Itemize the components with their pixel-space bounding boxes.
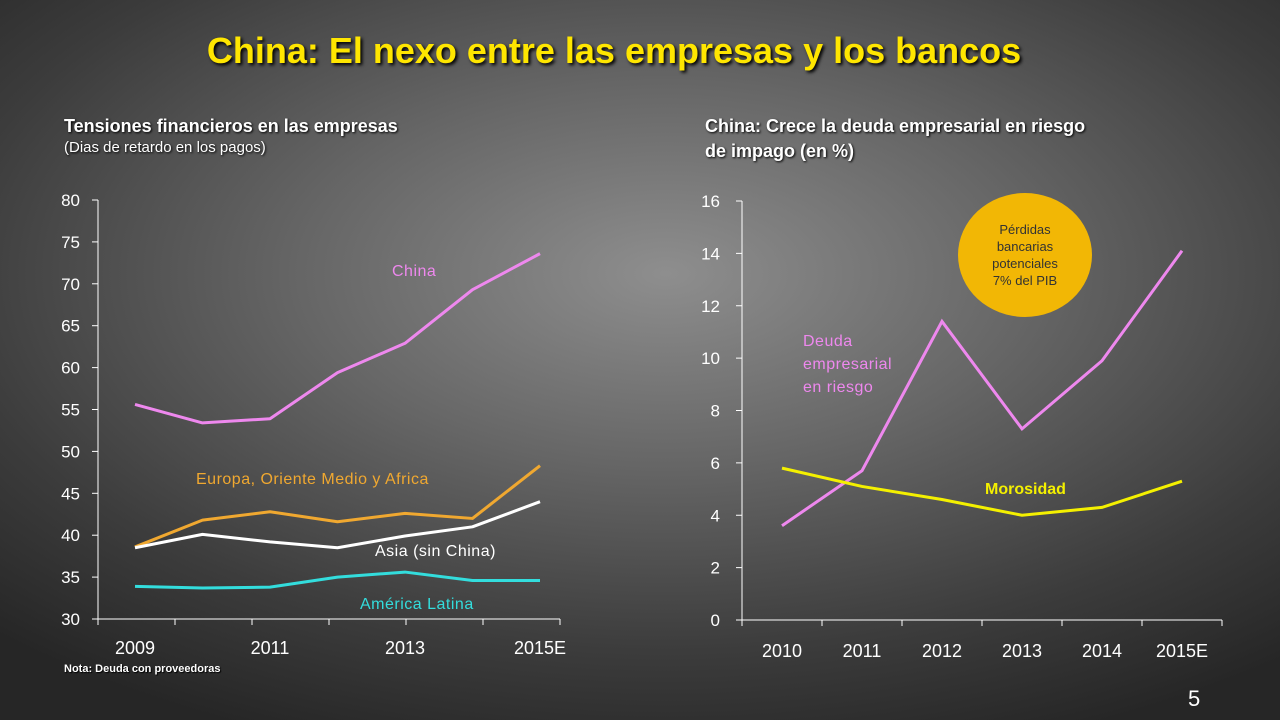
bubble-line: bancarias <box>996 239 1054 254</box>
series-line <box>134 570 540 590</box>
y-tick-label: 55 <box>61 401 80 420</box>
y-tick-label: 60 <box>61 359 80 378</box>
right-chart-title-line2: de impago (en %) <box>705 141 855 161</box>
x-tick-label: 2015E <box>1156 641 1208 661</box>
series-label: Asia (sin China) <box>375 543 496 560</box>
series-line <box>134 252 541 425</box>
page-title: China: El nexo entre las empresas y los … <box>206 30 1022 71</box>
y-tick-label: 12 <box>701 297 720 316</box>
y-tick-label: 80 <box>61 191 80 210</box>
y-tick-label: 14 <box>701 244 720 263</box>
series-line <box>134 500 541 550</box>
x-tick-label: 2013 <box>1002 641 1042 661</box>
series-label: Europa, Oriente Medio y Africa <box>196 471 429 488</box>
y-tick-label: 35 <box>61 568 80 587</box>
x-tick-label: 2009 <box>115 638 155 658</box>
y-tick-label: 8 <box>711 402 720 421</box>
x-tick-label: 2012 <box>922 641 962 661</box>
y-tick-label: 2 <box>711 559 720 578</box>
series-label: China <box>392 263 436 280</box>
left-chart-heading: Tensiones financieros en las empresas (D… <box>64 114 398 157</box>
left-chart-subtitle: (Dias de retardo en los pagos) <box>64 139 266 156</box>
y-tick-label: 30 <box>61 610 80 629</box>
x-tick-label: 2013 <box>385 638 425 658</box>
series-label: Morosidad <box>985 481 1066 498</box>
footnote: Nota: Deuda con proveedoras <box>64 663 221 675</box>
series-label: Deuda empresarial en riesgo <box>803 333 892 396</box>
series-line <box>134 464 541 549</box>
y-tick-label: 45 <box>61 484 80 503</box>
slide-number: 5 <box>1188 686 1201 711</box>
y-tick-label: 16 <box>701 192 720 211</box>
y-tick-label: 70 <box>61 275 80 294</box>
right-chart-title-line1: China: Crece la deuda empresarial en rie… <box>705 116 1086 136</box>
right-chart-heading: China: Crece la deuda empresarial en rie… <box>705 114 1085 164</box>
bank-losses-bubble: Pérdidas bancarias potenciales 7% del PI… <box>958 193 1092 317</box>
y-tick-label: 6 <box>711 454 720 473</box>
y-tick-label: 40 <box>61 526 80 545</box>
y-tick-label: 50 <box>61 442 80 461</box>
x-tick-label: 2010 <box>762 641 802 661</box>
y-tick-label: 0 <box>711 611 720 630</box>
y-tick-label: 4 <box>711 506 720 525</box>
x-tick-label: 2011 <box>843 641 882 661</box>
bubble-line: Pérdidas <box>999 222 1051 237</box>
x-tick-label: 2015E <box>514 638 566 658</box>
series-line <box>781 466 1183 517</box>
y-tick-label: 75 <box>61 233 80 252</box>
x-tick-label: 2014 <box>1082 641 1122 661</box>
bubble-line: 7% del PIB <box>992 273 1058 288</box>
y-tick-label: 65 <box>61 317 80 336</box>
series-label: América Latina <box>360 596 474 613</box>
bubble-line: potenciales <box>992 256 1058 271</box>
y-tick-label: 10 <box>701 349 720 368</box>
left-line-chart: 30 35 40 45 50 55 60 65 70 75 80 2009 2011 2013 2015E C… <box>61 191 566 658</box>
left-chart-title: Tensiones financieros en las empresas <box>64 116 398 136</box>
x-tick-label: 2011 <box>251 638 290 658</box>
